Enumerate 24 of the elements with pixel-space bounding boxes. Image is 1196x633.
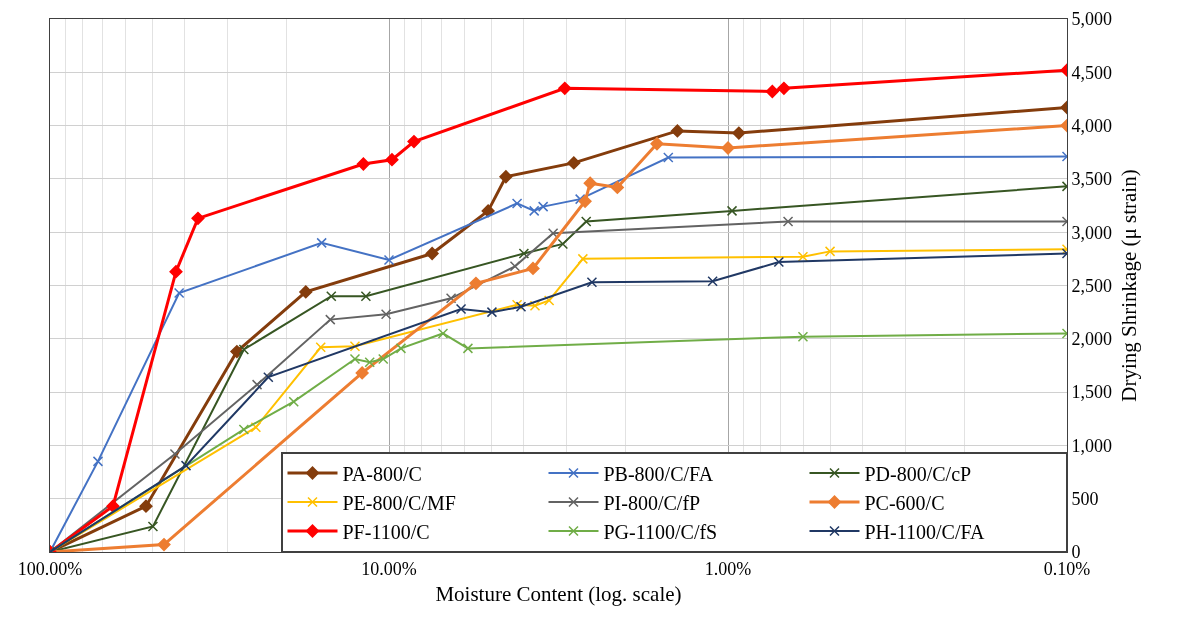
legend-label: PG-1100/C/fS xyxy=(603,520,718,543)
y-tick-label: 3,000 xyxy=(1071,222,1113,243)
y-tick-label: 2,500 xyxy=(1071,275,1113,296)
x-tick-label: 1.00% xyxy=(704,558,752,579)
y-tick-label: 4,000 xyxy=(1071,115,1113,136)
y-tick-label: 3,500 xyxy=(1071,169,1113,190)
y-tick-label: 5,000 xyxy=(1071,9,1113,30)
legend-label: PA-800/C xyxy=(342,462,422,485)
x-axis-title: Moisture Content (log. scale) xyxy=(435,581,682,606)
y-tick-label: 2,000 xyxy=(1071,329,1113,350)
x-tick-label: 10.00% xyxy=(361,558,417,579)
legend-label: PI-800/C/fP xyxy=(603,491,701,514)
x-tick-label: 100.00% xyxy=(17,558,83,579)
legend-label: PF-1100/C xyxy=(342,520,430,543)
y-tick-label: 500 xyxy=(1071,489,1099,509)
legend-label: PH-1100/C/FA xyxy=(864,520,986,543)
legend-label: PD-800/C/cP xyxy=(864,462,972,485)
legend-label: PE-800/C/MF xyxy=(342,491,456,514)
y-tick-label: 4,500 xyxy=(1071,62,1113,83)
y-tick-label: 1,500 xyxy=(1071,382,1113,403)
y-tick-label: 1,000 xyxy=(1071,435,1113,456)
legend-label: PC-600/C xyxy=(864,491,945,514)
y-axis-title: Drying Shrinkage (μ strain) xyxy=(1117,169,1142,402)
legend-label: PB-800/C/FA xyxy=(603,462,714,485)
